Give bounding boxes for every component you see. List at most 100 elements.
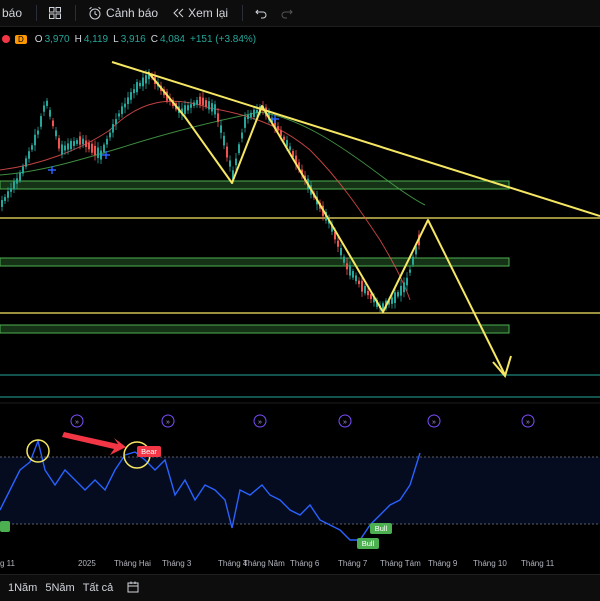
candlestick-series[interactable] — [1, 68, 420, 313]
time-axis-label: Tháng 6 — [290, 559, 320, 568]
candle-body — [145, 75, 147, 84]
replay-label: Xem lại — [188, 6, 229, 20]
candle-body — [79, 136, 81, 145]
candle-body — [298, 162, 300, 170]
toolbar-divider — [36, 5, 38, 21]
candle-body — [85, 140, 87, 148]
candle-body — [190, 104, 192, 108]
candle-body — [352, 271, 354, 278]
candle-body — [205, 100, 207, 107]
time-axis-label: Tháng 10 — [473, 559, 507, 568]
candle-body — [187, 105, 189, 111]
candle-body — [91, 143, 93, 153]
candle-body — [229, 160, 231, 167]
rsi-line[interactable] — [0, 438, 421, 541]
candle-body — [256, 109, 258, 114]
ma-long-line[interactable] — [0, 111, 426, 206]
descending-trendline[interactable] — [111, 61, 600, 217]
candle-body — [226, 146, 228, 158]
candle-body — [103, 144, 105, 153]
candle-body — [340, 248, 342, 256]
price-chart[interactable]: » » » » » » Bear Bull Bull g 11 2025 Tháng… — [0, 0, 600, 574]
resistance-zone-1[interactable] — [0, 180, 510, 190]
candle-body — [217, 113, 219, 122]
close-key: C — [150, 33, 158, 45]
arrow-head — [492, 355, 512, 379]
candle-body — [244, 116, 246, 128]
candle-body — [97, 147, 99, 158]
svg-text:»: » — [166, 419, 170, 426]
candle-body — [286, 140, 288, 147]
rsi-band — [0, 457, 600, 524]
svg-text:»: » — [343, 419, 347, 426]
replay-icon — [173, 8, 184, 18]
range-1y-button[interactable]: 1Năm — [8, 582, 38, 594]
candle-body — [124, 103, 126, 108]
interval-badge[interactable]: D — [15, 34, 27, 44]
candle-body — [139, 82, 141, 87]
highlight-circle-1[interactable] — [26, 439, 50, 463]
candle-body — [403, 282, 405, 293]
bear-label-bg — [137, 446, 161, 457]
candle-body — [7, 191, 9, 198]
bottom-bar: 1Năm 5Năm Tất cả — [0, 574, 600, 601]
candle-body — [412, 256, 414, 265]
candle-body — [280, 130, 282, 137]
alerts-button[interactable]: Cảnh báo — [88, 6, 158, 20]
alerts-label: Cảnh báo — [106, 6, 159, 20]
candle-body — [70, 140, 72, 150]
candle-body — [388, 300, 390, 305]
range-5y-button[interactable]: 5Năm — [45, 582, 75, 594]
candle-body — [121, 106, 123, 115]
candle-body — [241, 132, 243, 139]
candle-body — [409, 269, 411, 273]
replay-button[interactable]: Xem lại — [172, 6, 228, 20]
candle-body — [61, 144, 63, 155]
candle-body — [406, 277, 408, 286]
high-value: 4,119 — [83, 33, 109, 45]
toolbar-divider — [75, 5, 77, 21]
candle-body — [211, 103, 213, 112]
candle-body — [37, 130, 39, 135]
candle-body — [88, 142, 90, 150]
support-zone-2[interactable] — [0, 324, 510, 334]
low-key: L — [113, 33, 119, 45]
partial-menu-label[interactable]: báo — [2, 6, 23, 20]
date-range-button[interactable] — [127, 581, 139, 596]
candle-body — [64, 145, 66, 151]
zigzag-projection[interactable] — [147, 71, 506, 376]
candle-body — [295, 155, 297, 165]
support-zone-1[interactable] — [0, 257, 510, 267]
time-axis-label: Tháng 7 — [338, 559, 368, 568]
candle-body — [223, 135, 225, 146]
bear-label: Bear — [141, 447, 157, 456]
candle-body — [232, 170, 234, 180]
candle-body — [337, 240, 339, 247]
candle-body — [370, 294, 372, 299]
ma-short-line[interactable] — [0, 100, 411, 301]
candle-body — [73, 141, 75, 146]
layout-grid-button[interactable] — [49, 7, 62, 19]
candle-body — [391, 297, 393, 304]
candle-body — [142, 77, 144, 87]
candle-body — [274, 118, 276, 129]
candle-body — [277, 126, 279, 131]
candle-body — [199, 96, 201, 105]
candle-body — [106, 138, 108, 145]
candle-body — [331, 223, 333, 232]
redo-button[interactable] — [281, 7, 293, 19]
range-all-button[interactable]: Tất cả — [82, 582, 114, 594]
red-arrow[interactable] — [62, 432, 126, 455]
candle-body — [238, 144, 240, 154]
time-axis-label: Tháng Tám — [380, 559, 421, 568]
undo-button[interactable] — [255, 7, 267, 19]
candle-body — [19, 172, 21, 181]
candle-body — [118, 113, 120, 117]
calendar-range-icon — [127, 581, 139, 592]
alarm-clock-icon — [89, 6, 101, 20]
event-markers[interactable]: » » » » » » — [70, 414, 535, 428]
open-value: 3,970 — [44, 33, 70, 45]
candle-body — [202, 97, 204, 105]
time-axis-label: Tháng 9 — [428, 559, 458, 568]
